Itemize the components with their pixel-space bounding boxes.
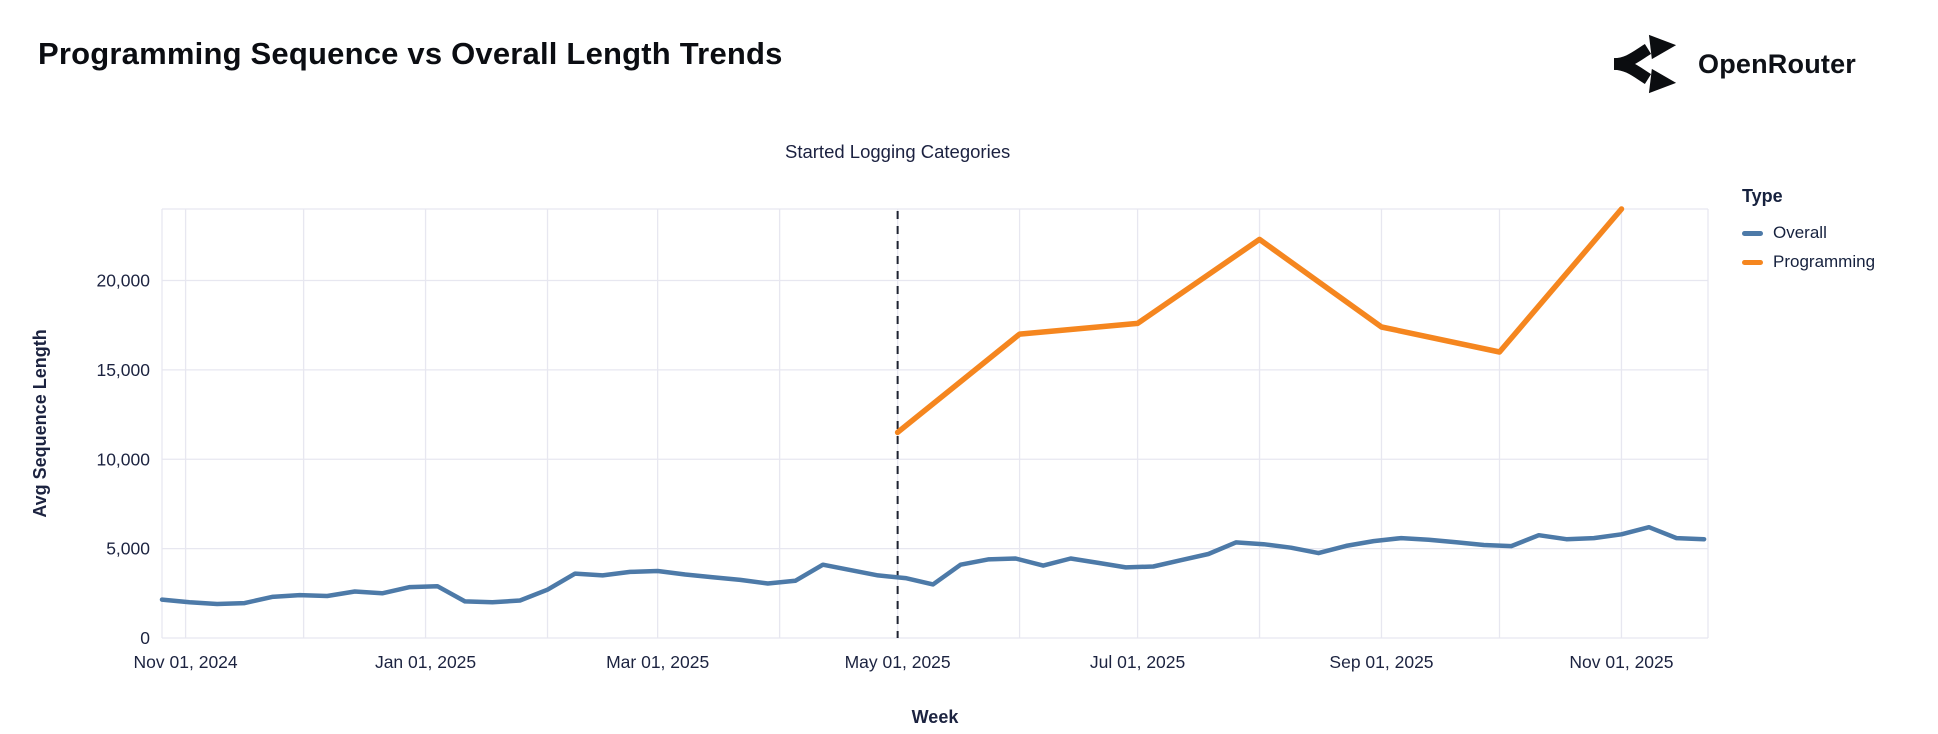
svg-text:Mar 01, 2025: Mar 01, 2025	[606, 652, 709, 672]
svg-text:May 01, 2025: May 01, 2025	[845, 652, 951, 672]
svg-text:10,000: 10,000	[96, 449, 150, 469]
svg-text:Jan 01, 2025: Jan 01, 2025	[375, 652, 476, 672]
x-axis-title: Week	[912, 707, 960, 727]
legend-item-programming: Programming	[1742, 252, 1875, 272]
series-overall	[159, 524, 1707, 607]
svg-text:Nov 01, 2024: Nov 01, 2024	[134, 652, 238, 672]
svg-text:Sep 01, 2025: Sep 01, 2025	[1329, 652, 1433, 672]
programming-swatch-icon	[1742, 259, 1763, 265]
legend: Type Overall Programming	[1742, 186, 1875, 281]
y-axis-title: Avg Sequence Length	[30, 329, 50, 517]
grid	[161, 208, 1709, 639]
svg-text:Jul 01, 2025: Jul 01, 2025	[1090, 652, 1185, 672]
legend-item-overall: Overall	[1742, 223, 1875, 243]
svg-text:5,000: 5,000	[106, 539, 150, 559]
overall-swatch-icon	[1742, 230, 1763, 236]
annotation-started-logging: Started Logging Categories	[785, 141, 1010, 638]
page-title: Programming Sequence vs Overall Length T…	[38, 36, 783, 71]
svg-text:0: 0	[140, 628, 150, 648]
svg-text:Nov 01, 2025: Nov 01, 2025	[1569, 652, 1673, 672]
annotation-label: Started Logging Categories	[785, 141, 1010, 162]
series-programming	[894, 206, 1625, 436]
brand-name: OpenRouter	[1698, 48, 1857, 79]
legend-label-programming: Programming	[1773, 252, 1876, 271]
svg-text:15,000: 15,000	[96, 360, 150, 380]
legend-label-overall: Overall	[1773, 223, 1827, 242]
axis-labels: 0 5,000 10,000 15,000 20,000 Nov 01, 2024 Jan …	[30, 271, 1674, 728]
openrouter-logo: OpenRouter	[1610, 28, 1856, 100]
legend-title: Type	[1742, 186, 1783, 206]
openrouter-icon	[1613, 34, 1677, 94]
svg-text:20,000: 20,000	[96, 271, 150, 291]
